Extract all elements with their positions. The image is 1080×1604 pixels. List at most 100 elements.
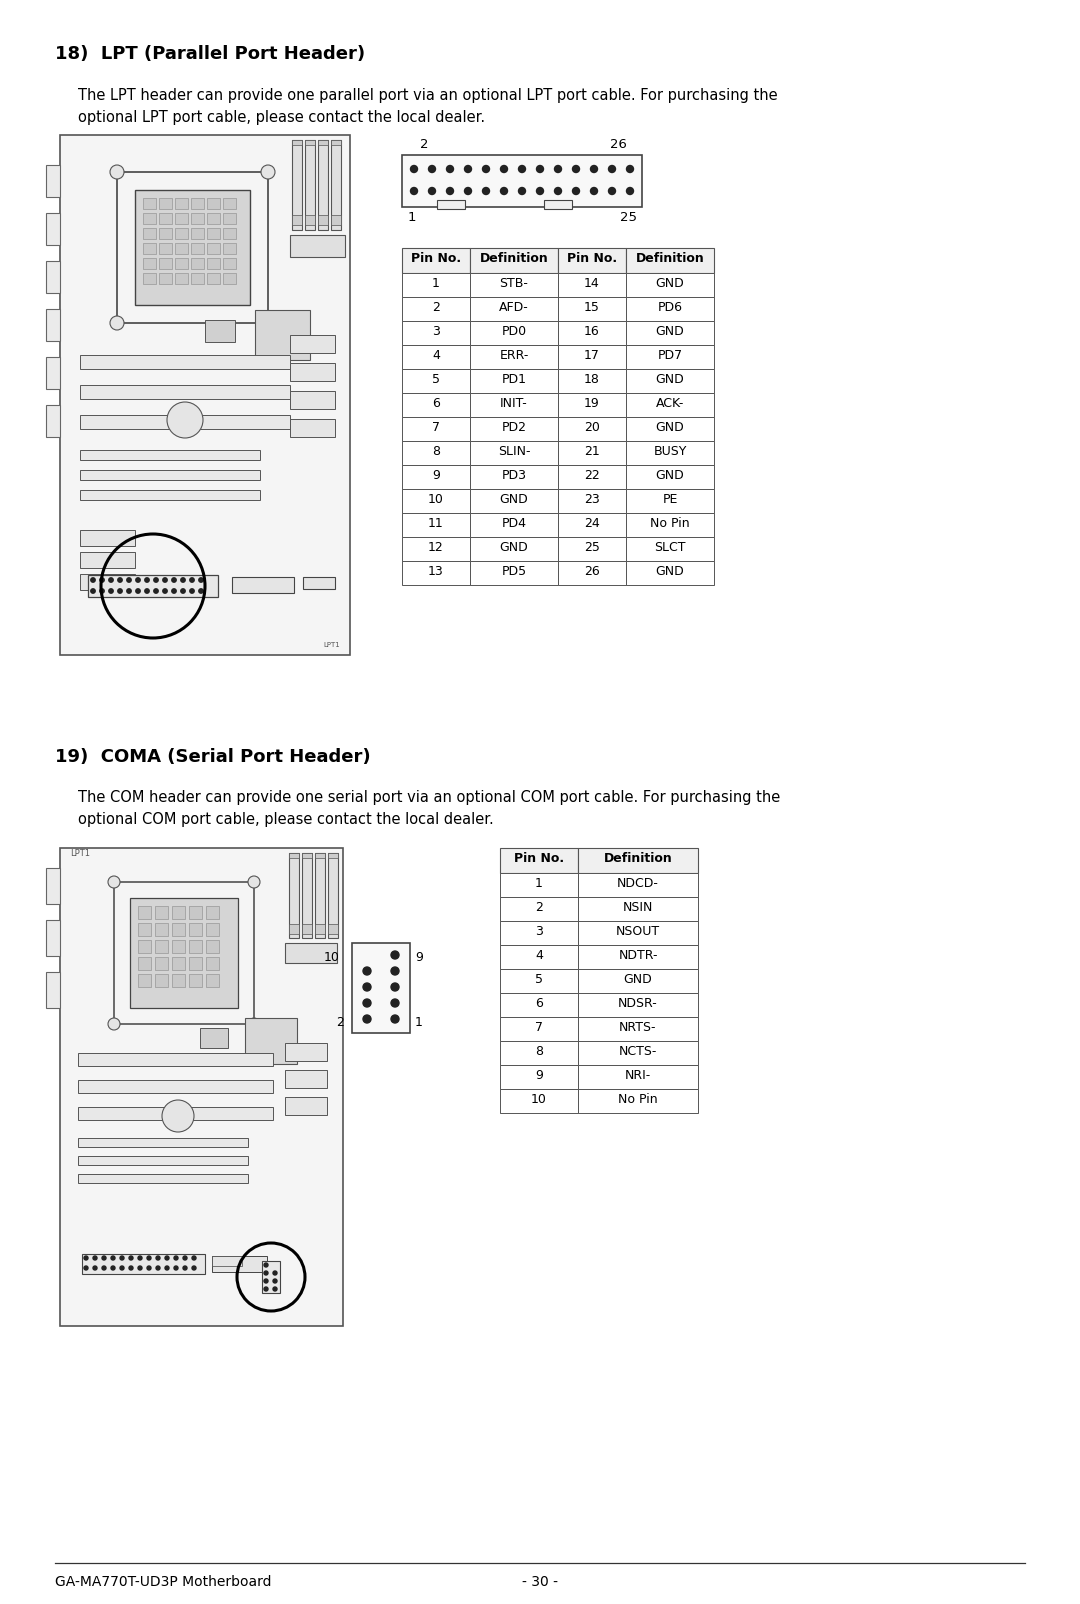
Bar bbox=[402, 465, 470, 489]
Circle shape bbox=[156, 1256, 160, 1261]
Text: 1: 1 bbox=[535, 877, 543, 890]
Bar bbox=[289, 853, 299, 938]
Bar bbox=[328, 853, 338, 938]
Circle shape bbox=[410, 188, 418, 194]
Bar bbox=[626, 513, 714, 537]
Circle shape bbox=[91, 589, 95, 593]
Circle shape bbox=[391, 967, 399, 975]
Bar bbox=[207, 197, 220, 209]
Bar bbox=[558, 513, 626, 537]
Bar bbox=[578, 921, 698, 945]
Bar bbox=[212, 1256, 267, 1272]
Bar bbox=[292, 215, 302, 225]
Bar bbox=[578, 1041, 698, 1065]
Text: 4: 4 bbox=[432, 350, 440, 363]
Text: PD3: PD3 bbox=[501, 468, 527, 481]
Bar bbox=[289, 853, 299, 858]
Text: 8: 8 bbox=[432, 444, 440, 459]
Bar bbox=[328, 853, 338, 858]
Bar bbox=[175, 242, 188, 253]
Bar bbox=[558, 441, 626, 465]
Circle shape bbox=[537, 188, 543, 194]
Text: 2: 2 bbox=[432, 302, 440, 314]
Text: 10: 10 bbox=[324, 951, 340, 964]
Bar bbox=[470, 273, 558, 297]
Bar bbox=[558, 297, 626, 321]
Circle shape bbox=[264, 1278, 268, 1283]
Bar bbox=[46, 213, 60, 245]
Bar bbox=[80, 470, 260, 480]
Circle shape bbox=[608, 188, 616, 194]
Text: 21: 21 bbox=[584, 444, 599, 459]
Bar bbox=[159, 258, 172, 269]
Text: GND: GND bbox=[656, 420, 685, 435]
Circle shape bbox=[129, 1256, 133, 1261]
Circle shape bbox=[500, 165, 508, 173]
Circle shape bbox=[626, 165, 634, 173]
Bar bbox=[291, 363, 335, 382]
Bar bbox=[78, 1107, 273, 1120]
Bar bbox=[60, 135, 350, 654]
Circle shape bbox=[126, 589, 131, 593]
Text: 2: 2 bbox=[420, 138, 429, 151]
Circle shape bbox=[363, 983, 372, 991]
Bar bbox=[558, 345, 626, 369]
Bar bbox=[156, 958, 168, 970]
Text: NSIN: NSIN bbox=[623, 901, 653, 914]
Text: 25: 25 bbox=[584, 541, 599, 553]
Circle shape bbox=[110, 316, 124, 330]
Bar bbox=[500, 945, 578, 969]
Text: NRTS-: NRTS- bbox=[619, 1022, 657, 1035]
Circle shape bbox=[156, 1266, 160, 1270]
Bar bbox=[78, 1052, 273, 1067]
Bar bbox=[470, 369, 558, 393]
Bar bbox=[172, 974, 185, 986]
Bar bbox=[470, 393, 558, 417]
Bar bbox=[500, 897, 578, 921]
Bar bbox=[626, 393, 714, 417]
Circle shape bbox=[180, 577, 185, 582]
Circle shape bbox=[464, 165, 472, 173]
Circle shape bbox=[163, 577, 167, 582]
Circle shape bbox=[518, 165, 526, 173]
Circle shape bbox=[572, 165, 580, 173]
Circle shape bbox=[608, 165, 616, 173]
Bar bbox=[470, 321, 558, 345]
Circle shape bbox=[99, 577, 104, 582]
Circle shape bbox=[99, 589, 104, 593]
Bar bbox=[500, 969, 578, 993]
Text: INIT-: INIT- bbox=[500, 398, 528, 411]
Circle shape bbox=[500, 188, 508, 194]
Bar bbox=[200, 1028, 228, 1047]
Circle shape bbox=[363, 967, 372, 975]
Text: 25: 25 bbox=[620, 212, 637, 225]
Circle shape bbox=[153, 589, 158, 593]
Text: PD5: PD5 bbox=[501, 565, 527, 577]
Circle shape bbox=[572, 188, 580, 194]
Bar bbox=[558, 393, 626, 417]
Bar bbox=[191, 273, 204, 284]
Bar bbox=[315, 853, 325, 858]
Bar bbox=[135, 189, 249, 305]
Bar bbox=[172, 940, 185, 953]
Circle shape bbox=[554, 165, 562, 173]
Bar bbox=[626, 249, 714, 273]
Text: NRI-: NRI- bbox=[625, 1068, 651, 1083]
Circle shape bbox=[174, 1266, 178, 1270]
Circle shape bbox=[554, 188, 562, 194]
Circle shape bbox=[391, 951, 399, 959]
Circle shape bbox=[518, 188, 526, 194]
Text: 1: 1 bbox=[408, 212, 417, 225]
Bar bbox=[578, 993, 698, 1017]
Bar bbox=[212, 1256, 242, 1266]
Bar bbox=[285, 1070, 327, 1088]
Bar bbox=[191, 228, 204, 239]
Bar bbox=[402, 273, 470, 297]
Bar bbox=[46, 165, 60, 197]
Bar bbox=[578, 1089, 698, 1113]
Bar bbox=[470, 249, 558, 273]
Bar bbox=[402, 345, 470, 369]
Bar bbox=[189, 906, 202, 919]
Circle shape bbox=[172, 577, 176, 582]
Bar bbox=[328, 924, 338, 934]
